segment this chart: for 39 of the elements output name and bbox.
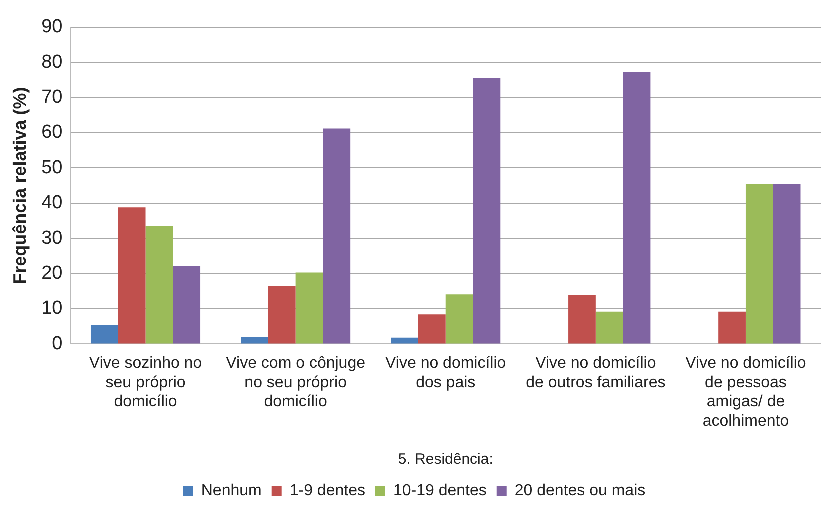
legend-label: 10-19 dentes (393, 482, 487, 500)
x-axis-title: 5. Residência: (398, 451, 494, 468)
legend-label: 1-9 dentes (290, 482, 366, 500)
x-tick-label: Vive com o cônjuge no seu próprio domicílio (226, 355, 366, 411)
legend-label: 20 dentes ou mais (514, 482, 646, 500)
y-tick-label: 10 (42, 298, 63, 320)
bar (173, 266, 201, 344)
bar (773, 184, 801, 344)
bar (446, 294, 474, 344)
y-tick-label: 90 (42, 16, 63, 38)
x-tick-label: Vive no domicílio de outros familiares (526, 355, 666, 392)
x-tick-label: Vive sozinho no seu próprio domicílio (89, 355, 202, 411)
x-tick-label: Vive no domicílio de pessoas amigas/ de acolhimento (686, 355, 806, 430)
bar (718, 312, 746, 344)
bar (391, 338, 418, 344)
bar (323, 128, 351, 344)
bar (146, 226, 174, 344)
y-tick-label: 0 (52, 333, 63, 354)
y-tick-label: 30 (42, 228, 63, 249)
bar (268, 286, 296, 344)
bar (746, 184, 774, 344)
bar (418, 314, 446, 344)
bar (596, 312, 624, 344)
y-tick-label: 50 (42, 157, 63, 178)
y-tick-label: 70 (42, 87, 63, 108)
y-axis-title: Frequência relativa (%) (10, 87, 30, 284)
y-tick-label: 20 (42, 263, 63, 284)
bar (568, 295, 596, 344)
bar (473, 78, 501, 344)
bar (241, 337, 268, 344)
bar (118, 208, 146, 344)
y-tick-label: 40 (42, 192, 63, 214)
bar (90, 325, 118, 344)
bar (296, 272, 324, 344)
y-tick-label: 80 (42, 52, 63, 73)
y-tick-label: 60 (42, 122, 63, 144)
x-tick-label: Vive no domicílio dos pais (386, 355, 506, 392)
legend-label: Nenhum (201, 482, 262, 500)
bar (623, 72, 651, 344)
